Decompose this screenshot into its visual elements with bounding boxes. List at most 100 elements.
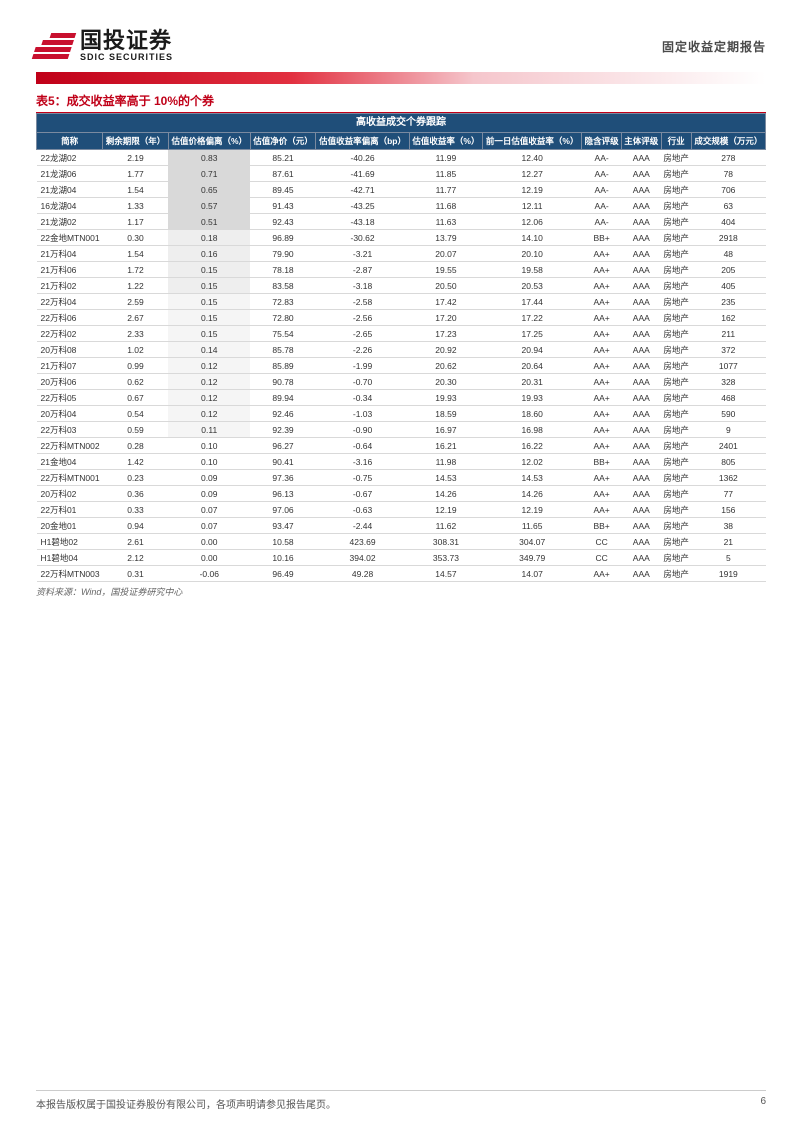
- table-cell: AAA: [621, 486, 661, 502]
- table-cell: 1.54: [103, 246, 169, 262]
- table-cell: CC: [582, 550, 622, 566]
- table-cell: 304.07: [483, 534, 582, 550]
- table-cell: 85.21: [250, 150, 316, 166]
- table-cell: AAA: [621, 358, 661, 374]
- table-cell: 17.42: [409, 294, 482, 310]
- table-cell: AA+: [582, 486, 622, 502]
- table-cell: 10.16: [250, 550, 316, 566]
- table-cell: 12.27: [483, 166, 582, 182]
- table-cell: 0.23: [103, 470, 169, 486]
- table-cell: 0.94: [103, 518, 169, 534]
- report-type: 固定收益定期报告: [662, 38, 766, 55]
- table-row: 21龙湖061.770.7187.61-41.6911.8512.27AA-AA…: [37, 166, 766, 182]
- table-cell: 房地产: [661, 390, 691, 406]
- table-cell: 18.60: [483, 406, 582, 422]
- table-cell: 0.15: [168, 310, 250, 326]
- table-cell: 14.26: [409, 486, 482, 502]
- high-yield-table: 高收益成交个券跟踪 简称剩余期限（年）估值价格偏离（%）估值净价（元）估值收益率…: [36, 113, 766, 582]
- table-cell: 16.97: [409, 422, 482, 438]
- table-row: 21金地041.420.1090.41-3.1611.9812.02BB+AAA…: [37, 454, 766, 470]
- table-cell: 房地产: [661, 358, 691, 374]
- table-cell: 2.59: [103, 294, 169, 310]
- table-cell: 349.79: [483, 550, 582, 566]
- table-cell: 13.79: [409, 230, 482, 246]
- table-cell: AAA: [621, 150, 661, 166]
- table-cell: 89.45: [250, 182, 316, 198]
- table-cell: 9: [691, 422, 765, 438]
- table-cell: 1.33: [103, 198, 169, 214]
- table-row: 22龙湖022.190.8385.21-40.2611.9912.40AA-AA…: [37, 150, 766, 166]
- table-row: 22万科MTN0030.31-0.0696.4949.2814.5714.07A…: [37, 566, 766, 582]
- table-cell: -2.87: [316, 262, 409, 278]
- table-cell: 房地产: [661, 406, 691, 422]
- table-cell: 20万科02: [37, 486, 103, 502]
- table-cell: 590: [691, 406, 765, 422]
- table-cell: AAA: [621, 342, 661, 358]
- table-cell: AA+: [582, 390, 622, 406]
- table-row: 22万科MTN0020.280.1096.27-0.6416.2116.22AA…: [37, 438, 766, 454]
- table-cell: -2.26: [316, 342, 409, 358]
- table-super-header: 高收益成交个券跟踪: [37, 114, 766, 133]
- table-cell: 75.54: [250, 326, 316, 342]
- table-cell: 1362: [691, 470, 765, 486]
- table-cell: -40.26: [316, 150, 409, 166]
- table-cell: 21龙湖06: [37, 166, 103, 182]
- table-cell: 19.93: [409, 390, 482, 406]
- table-cell: 20.50: [409, 278, 482, 294]
- table-cell: 房地产: [661, 214, 691, 230]
- table-cell: 22金地MTN001: [37, 230, 103, 246]
- table-cell: 0.83: [168, 150, 250, 166]
- table-cell: -2.56: [316, 310, 409, 326]
- table-cell: 22万科MTN001: [37, 470, 103, 486]
- table-cell: 0.51: [168, 214, 250, 230]
- table-cell: -0.34: [316, 390, 409, 406]
- table-cell: 0.10: [168, 454, 250, 470]
- table-cell: 0.14: [168, 342, 250, 358]
- table-cell: 93.47: [250, 518, 316, 534]
- table-cell: 0.15: [168, 294, 250, 310]
- table-cell: -43.25: [316, 198, 409, 214]
- table-row: 21万科021.220.1583.58-3.1820.5020.53AA+AAA…: [37, 278, 766, 294]
- table-row: 22万科062.670.1572.80-2.5617.2017.22AA+AAA…: [37, 310, 766, 326]
- table-cell: 20.94: [483, 342, 582, 358]
- column-header: 行业: [661, 133, 691, 150]
- table-cell: 11.63: [409, 214, 482, 230]
- table-cell: 1.42: [103, 454, 169, 470]
- column-header: 估值净价（元）: [250, 133, 316, 150]
- table-cell: 房地产: [661, 342, 691, 358]
- table-cell: -0.70: [316, 374, 409, 390]
- table-cell: 38: [691, 518, 765, 534]
- table-cell: 78.18: [250, 262, 316, 278]
- table-cell: AAA: [621, 454, 661, 470]
- table-cell: AA+: [582, 406, 622, 422]
- table-cell: 房地产: [661, 246, 691, 262]
- table-cell: AA-: [582, 198, 622, 214]
- table-cell: AA+: [582, 358, 622, 374]
- table-cell: 404: [691, 214, 765, 230]
- table-cell: 14.53: [409, 470, 482, 486]
- table-cell: 83.58: [250, 278, 316, 294]
- table-cell: AAA: [621, 326, 661, 342]
- table-cell: 0.12: [168, 390, 250, 406]
- table-cell: 21万科02: [37, 278, 103, 294]
- table-cell: 14.57: [409, 566, 482, 582]
- table-cell: 0.28: [103, 438, 169, 454]
- table-cell: 1.17: [103, 214, 169, 230]
- table-cell: 5: [691, 550, 765, 566]
- table-cell: AAA: [621, 310, 661, 326]
- table-cell: 12.19: [483, 502, 582, 518]
- table-cell: 房地产: [661, 470, 691, 486]
- table-cell: 20.92: [409, 342, 482, 358]
- table-cell: AA+: [582, 342, 622, 358]
- column-header: 估值收益率偏离（bp）: [316, 133, 409, 150]
- table-cell: 372: [691, 342, 765, 358]
- table-cell: 1077: [691, 358, 765, 374]
- table-row: 20万科040.540.1292.46-1.0318.5918.60AA+AAA…: [37, 406, 766, 422]
- table-cell: 房地产: [661, 534, 691, 550]
- table-cell: 14.10: [483, 230, 582, 246]
- table-cell: 房地产: [661, 198, 691, 214]
- table-cell: 87.61: [250, 166, 316, 182]
- table-cell: 1.72: [103, 262, 169, 278]
- table-cell: 17.22: [483, 310, 582, 326]
- table-row: 21龙湖041.540.6589.45-42.7111.7712.19AA-AA…: [37, 182, 766, 198]
